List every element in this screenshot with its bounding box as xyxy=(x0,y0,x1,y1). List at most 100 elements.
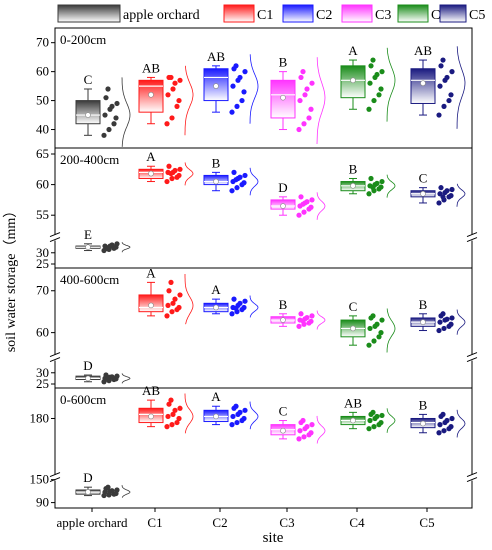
data-point xyxy=(449,186,455,193)
mean-marker xyxy=(85,112,91,118)
data-point xyxy=(440,194,446,200)
legend-swatch xyxy=(439,4,467,23)
legend-label: C2 xyxy=(316,8,332,23)
data-point xyxy=(103,95,109,101)
data-point xyxy=(298,194,304,200)
data-point xyxy=(378,419,384,426)
data-point xyxy=(176,172,182,179)
data-point xyxy=(229,109,235,115)
data-point xyxy=(233,403,239,409)
box-c1: AB xyxy=(138,60,194,136)
data-point xyxy=(437,422,443,428)
data-point xyxy=(366,342,372,348)
axis-break-mask xyxy=(50,354,60,361)
data-point xyxy=(106,126,112,133)
significance-letter: C xyxy=(84,72,93,87)
data-point xyxy=(308,318,314,324)
axis-break-mark xyxy=(466,477,478,483)
data-point xyxy=(114,241,120,247)
mean-marker xyxy=(213,178,219,185)
data-point xyxy=(176,97,182,104)
panel-frame xyxy=(54,27,473,149)
significance-letter: C xyxy=(419,171,428,186)
mean-marker xyxy=(420,80,426,87)
significance-letter: C xyxy=(279,404,288,419)
data-point xyxy=(242,407,248,413)
y-tick-label: 70 xyxy=(36,283,49,298)
distribution-curve xyxy=(121,485,131,498)
data-point xyxy=(300,201,306,207)
data-point xyxy=(111,121,117,127)
box-apple-orchard: D xyxy=(75,358,131,385)
data-point xyxy=(242,69,248,75)
box-c3: B xyxy=(270,297,326,330)
box-iqr xyxy=(410,68,436,104)
significance-letter: AB xyxy=(142,60,160,75)
data-point xyxy=(105,246,111,252)
legend-label: C3 xyxy=(375,8,391,23)
data-point xyxy=(306,115,312,121)
x-tick-label: C3 xyxy=(279,515,294,530)
data-point xyxy=(172,296,178,302)
data-point xyxy=(378,330,384,336)
mean-marker xyxy=(280,203,286,209)
data-point xyxy=(367,325,373,332)
data-point xyxy=(230,413,236,420)
significance-letter: B xyxy=(212,155,221,170)
data-point xyxy=(114,487,120,493)
data-point xyxy=(229,311,235,317)
data-point xyxy=(441,428,447,434)
box-apple-orchard: C xyxy=(75,72,131,147)
data-point xyxy=(109,374,115,380)
legend-item-c5: C5 xyxy=(439,4,485,23)
data-point xyxy=(101,132,107,138)
distribution-curve xyxy=(121,77,131,147)
data-point xyxy=(177,77,183,83)
distribution-curve xyxy=(386,174,396,198)
data-point xyxy=(366,106,372,112)
significance-letter: B xyxy=(349,161,358,176)
mean-marker xyxy=(148,413,154,420)
mean-marker xyxy=(213,413,219,420)
axis-break-mask xyxy=(467,354,477,361)
data-point xyxy=(234,185,240,191)
legend-item-c1: C1 xyxy=(223,4,273,23)
data-point xyxy=(376,92,382,98)
data-point xyxy=(437,319,443,325)
data-point xyxy=(168,397,174,403)
data-point xyxy=(165,302,171,309)
data-point xyxy=(233,305,239,311)
data-point xyxy=(298,311,304,317)
box-c4: B xyxy=(340,161,396,198)
data-point xyxy=(448,321,454,327)
distribution-curve xyxy=(249,295,259,318)
mean-marker xyxy=(350,77,356,84)
significance-letter: AB xyxy=(207,49,225,64)
x-axis: apple orchard C1 C2 C3 C4 C5 xyxy=(56,508,435,530)
data-point xyxy=(308,204,314,210)
significance-letter: B xyxy=(279,55,288,70)
data-point xyxy=(105,484,111,490)
data-point xyxy=(436,327,442,334)
distribution-curve xyxy=(249,167,259,196)
distribution-curve xyxy=(456,46,466,129)
data-point xyxy=(444,74,450,81)
data-point xyxy=(165,92,171,98)
mean-marker xyxy=(280,94,286,101)
panel-frame xyxy=(54,387,473,509)
axis-break-mask xyxy=(50,474,60,481)
data-point xyxy=(164,424,170,430)
data-point xyxy=(296,126,302,133)
y-tick-label: 25 xyxy=(36,376,49,391)
axis-break-mark xyxy=(49,232,61,238)
legend-label: C5 xyxy=(469,8,485,23)
legend-swatch xyxy=(397,4,429,23)
distribution-curve xyxy=(316,57,326,145)
legend-swatch xyxy=(223,4,255,23)
data-point xyxy=(296,436,302,442)
box-apple-orchard: E xyxy=(75,227,131,254)
mean-marker xyxy=(350,183,356,189)
significance-letter: A xyxy=(146,149,156,164)
data-point xyxy=(309,422,315,428)
significance-letter: B xyxy=(279,297,288,312)
